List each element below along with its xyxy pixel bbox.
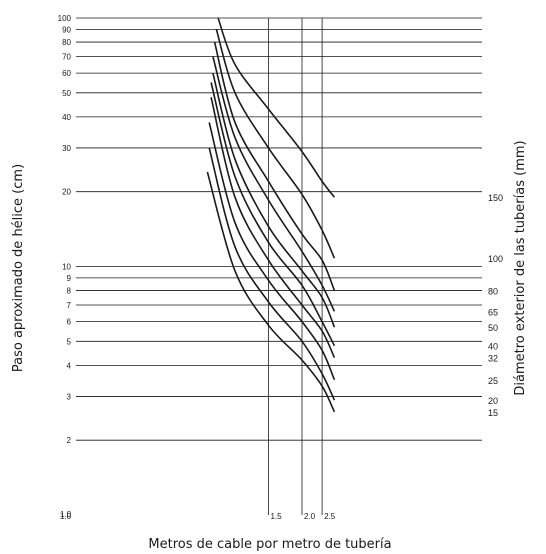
- curve-label-50: 50: [488, 323, 498, 333]
- curve-label-15: 15: [488, 408, 498, 418]
- curve-20: [208, 147, 336, 401]
- curve-80: [213, 41, 336, 291]
- y-tick-label: 5: [67, 337, 72, 346]
- y-tick-label: 4: [67, 361, 72, 370]
- x-axis-label: Metros de cable por metro de tubería: [148, 537, 391, 552]
- y-tick-label: 3: [67, 392, 72, 401]
- x-tick-labels: 1.0 1.5 2.0 2.5: [60, 512, 336, 521]
- curve-25: [208, 122, 336, 381]
- y-tick-label: 60: [62, 69, 71, 78]
- y-tick-label: 50: [62, 89, 71, 98]
- y-tick-label: 40: [62, 113, 71, 122]
- y-tick-labels: 1.0 2 3 4 5 6 7 8 9 10 20 30 40 50 60 70 80 90 100: [58, 14, 72, 519]
- curve-label-150: 150: [488, 193, 503, 203]
- y-tick-label: 7: [67, 301, 72, 310]
- curve-labels: 150 100 80 65 50 40 32 25 20 15: [488, 193, 503, 418]
- curve-label-65: 65: [488, 307, 498, 317]
- curve-label-40: 40: [488, 342, 498, 352]
- curve-label-100: 100: [488, 254, 503, 264]
- curve-label-20: 20: [488, 396, 498, 406]
- y-tick-label: 90: [62, 25, 71, 34]
- y-tick-label: 9: [67, 274, 72, 283]
- curve-32: [210, 97, 336, 358]
- y-tick-label: 70: [62, 52, 71, 61]
- x-tick-label: 2.0: [304, 512, 316, 521]
- y-tick-label: 2: [67, 436, 72, 445]
- curve-50: [212, 72, 336, 328]
- curve-label-80: 80: [488, 287, 498, 297]
- y-tick-label: 10: [62, 263, 71, 272]
- y-tick-label: 8: [67, 287, 72, 296]
- curve-15: [206, 171, 336, 413]
- y-tick-label: 100: [58, 14, 72, 23]
- x-tick-label: 1.5: [271, 512, 283, 521]
- curve-label-32: 32: [488, 354, 498, 364]
- curve-150: [217, 17, 336, 198]
- curve-40: [210, 82, 336, 347]
- y-tick-label: 1.0: [60, 510, 72, 519]
- x-tick-label: 2.5: [324, 512, 336, 521]
- curve-100: [215, 29, 336, 259]
- curve-label-25: 25: [488, 376, 498, 386]
- y-tick-label: 20: [62, 188, 71, 197]
- y-tick-label: 6: [67, 318, 72, 327]
- vertical-gridlines: [268, 18, 323, 515]
- y-tick-label: 30: [62, 144, 71, 153]
- secondary-axis-label: Diámetro exterior de las tuberías (mm): [513, 140, 528, 395]
- y-axis-label: Paso aproximado de hélice (cm): [11, 164, 26, 372]
- pipe-diameter-curves: [206, 17, 336, 413]
- x-tick-label: 1.0: [60, 512, 72, 521]
- horizontal-gridlines: [76, 17, 482, 441]
- curve-65: [212, 56, 336, 312]
- y-tick-label: 80: [62, 38, 71, 47]
